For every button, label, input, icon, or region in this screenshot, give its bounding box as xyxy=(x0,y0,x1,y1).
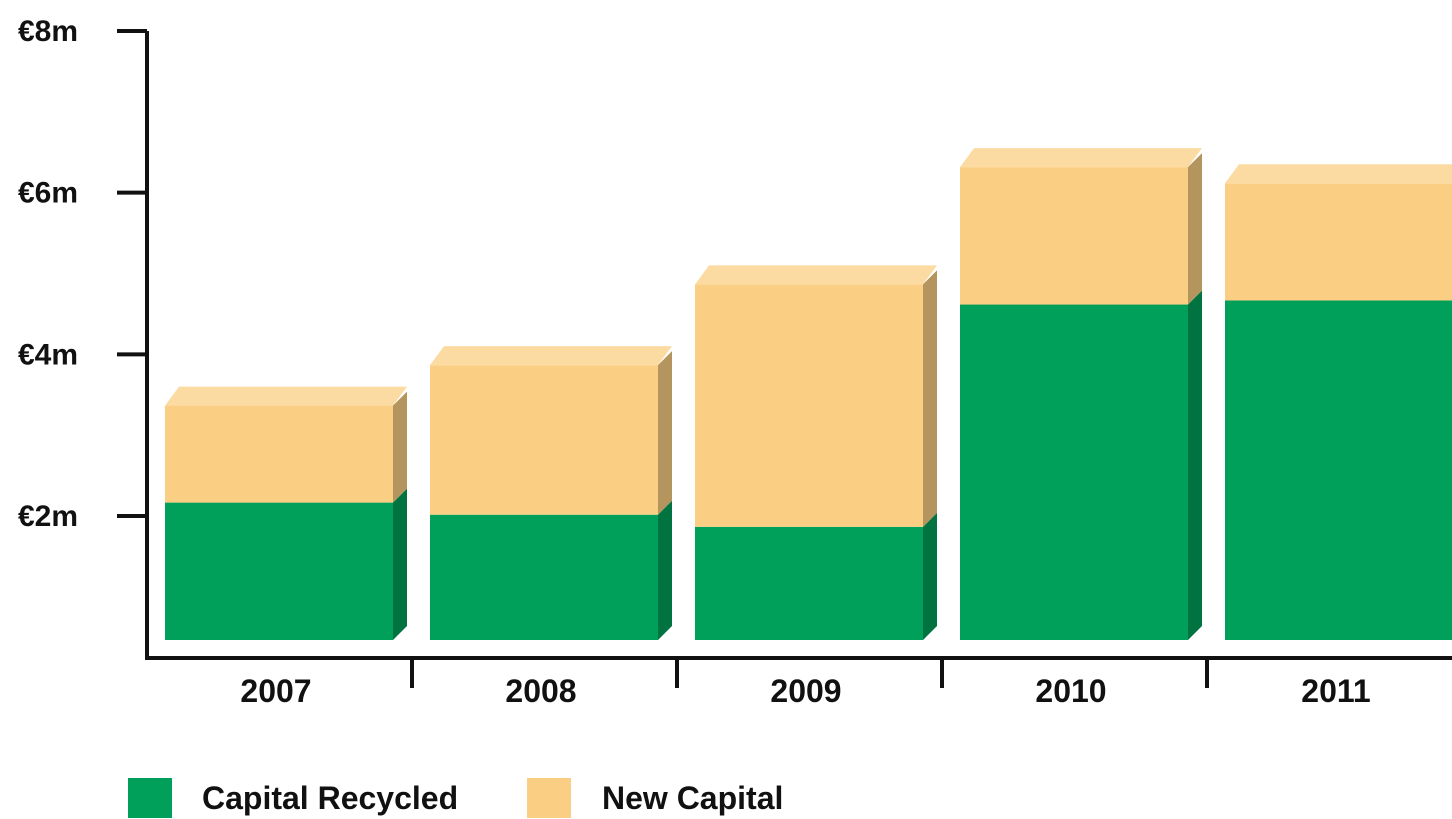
x-tick-label: 2008 xyxy=(505,673,576,709)
axes: €8m €6m €4m €2m 2007 2008 2009 2010 2011 xyxy=(18,15,1452,709)
bar-2008-capital-recycled xyxy=(430,514,658,640)
bar-top-2008 xyxy=(430,346,672,366)
bar-top-2010 xyxy=(960,148,1202,168)
bar-top-2011 xyxy=(1225,164,1452,184)
x-tick-label: 2007 xyxy=(240,673,311,709)
y-tick-label: €6m xyxy=(18,177,78,210)
bar-2007-capital-recycled xyxy=(165,502,393,640)
bar-2008-new-capital xyxy=(430,365,658,515)
bar-side-2010-0 xyxy=(1188,290,1202,640)
bar-2010-capital-recycled xyxy=(960,304,1188,640)
bar-2010-new-capital xyxy=(960,167,1188,305)
legend-label: Capital Recycled xyxy=(202,780,458,816)
bar-side-2008-1 xyxy=(658,351,672,515)
y-tick-label: €2m xyxy=(18,500,78,533)
bar-side-2008-0 xyxy=(658,500,672,640)
bar-2011-new-capital xyxy=(1225,183,1452,301)
x-tick-label: 2011 xyxy=(1301,673,1370,709)
legend-swatch xyxy=(527,778,571,818)
bar-side-2007-0 xyxy=(393,488,407,640)
bar-side-2010-1 xyxy=(1188,153,1202,305)
bar-top-2007 xyxy=(165,386,407,406)
legend-label: New Capital xyxy=(602,780,783,816)
legend: Capital Recycled New Capital xyxy=(128,778,783,818)
y-tick-label: €8m xyxy=(18,15,78,48)
bar-top-2009 xyxy=(695,265,937,285)
bar-side-2009-0 xyxy=(923,512,937,640)
bar-side-2007-1 xyxy=(393,391,407,503)
bar-2009-new-capital xyxy=(695,284,923,527)
bar-side-2009-1 xyxy=(923,270,937,527)
x-tick-label: 2009 xyxy=(770,673,841,709)
bar-2007-new-capital xyxy=(165,405,393,503)
bar-2009-capital-recycled xyxy=(695,526,923,640)
bars xyxy=(165,148,1452,640)
x-tick-label: 2010 xyxy=(1035,673,1106,709)
legend-swatch xyxy=(128,778,172,818)
y-tick-label: €4m xyxy=(18,338,78,371)
bar-2011-capital-recycled xyxy=(1225,300,1452,640)
